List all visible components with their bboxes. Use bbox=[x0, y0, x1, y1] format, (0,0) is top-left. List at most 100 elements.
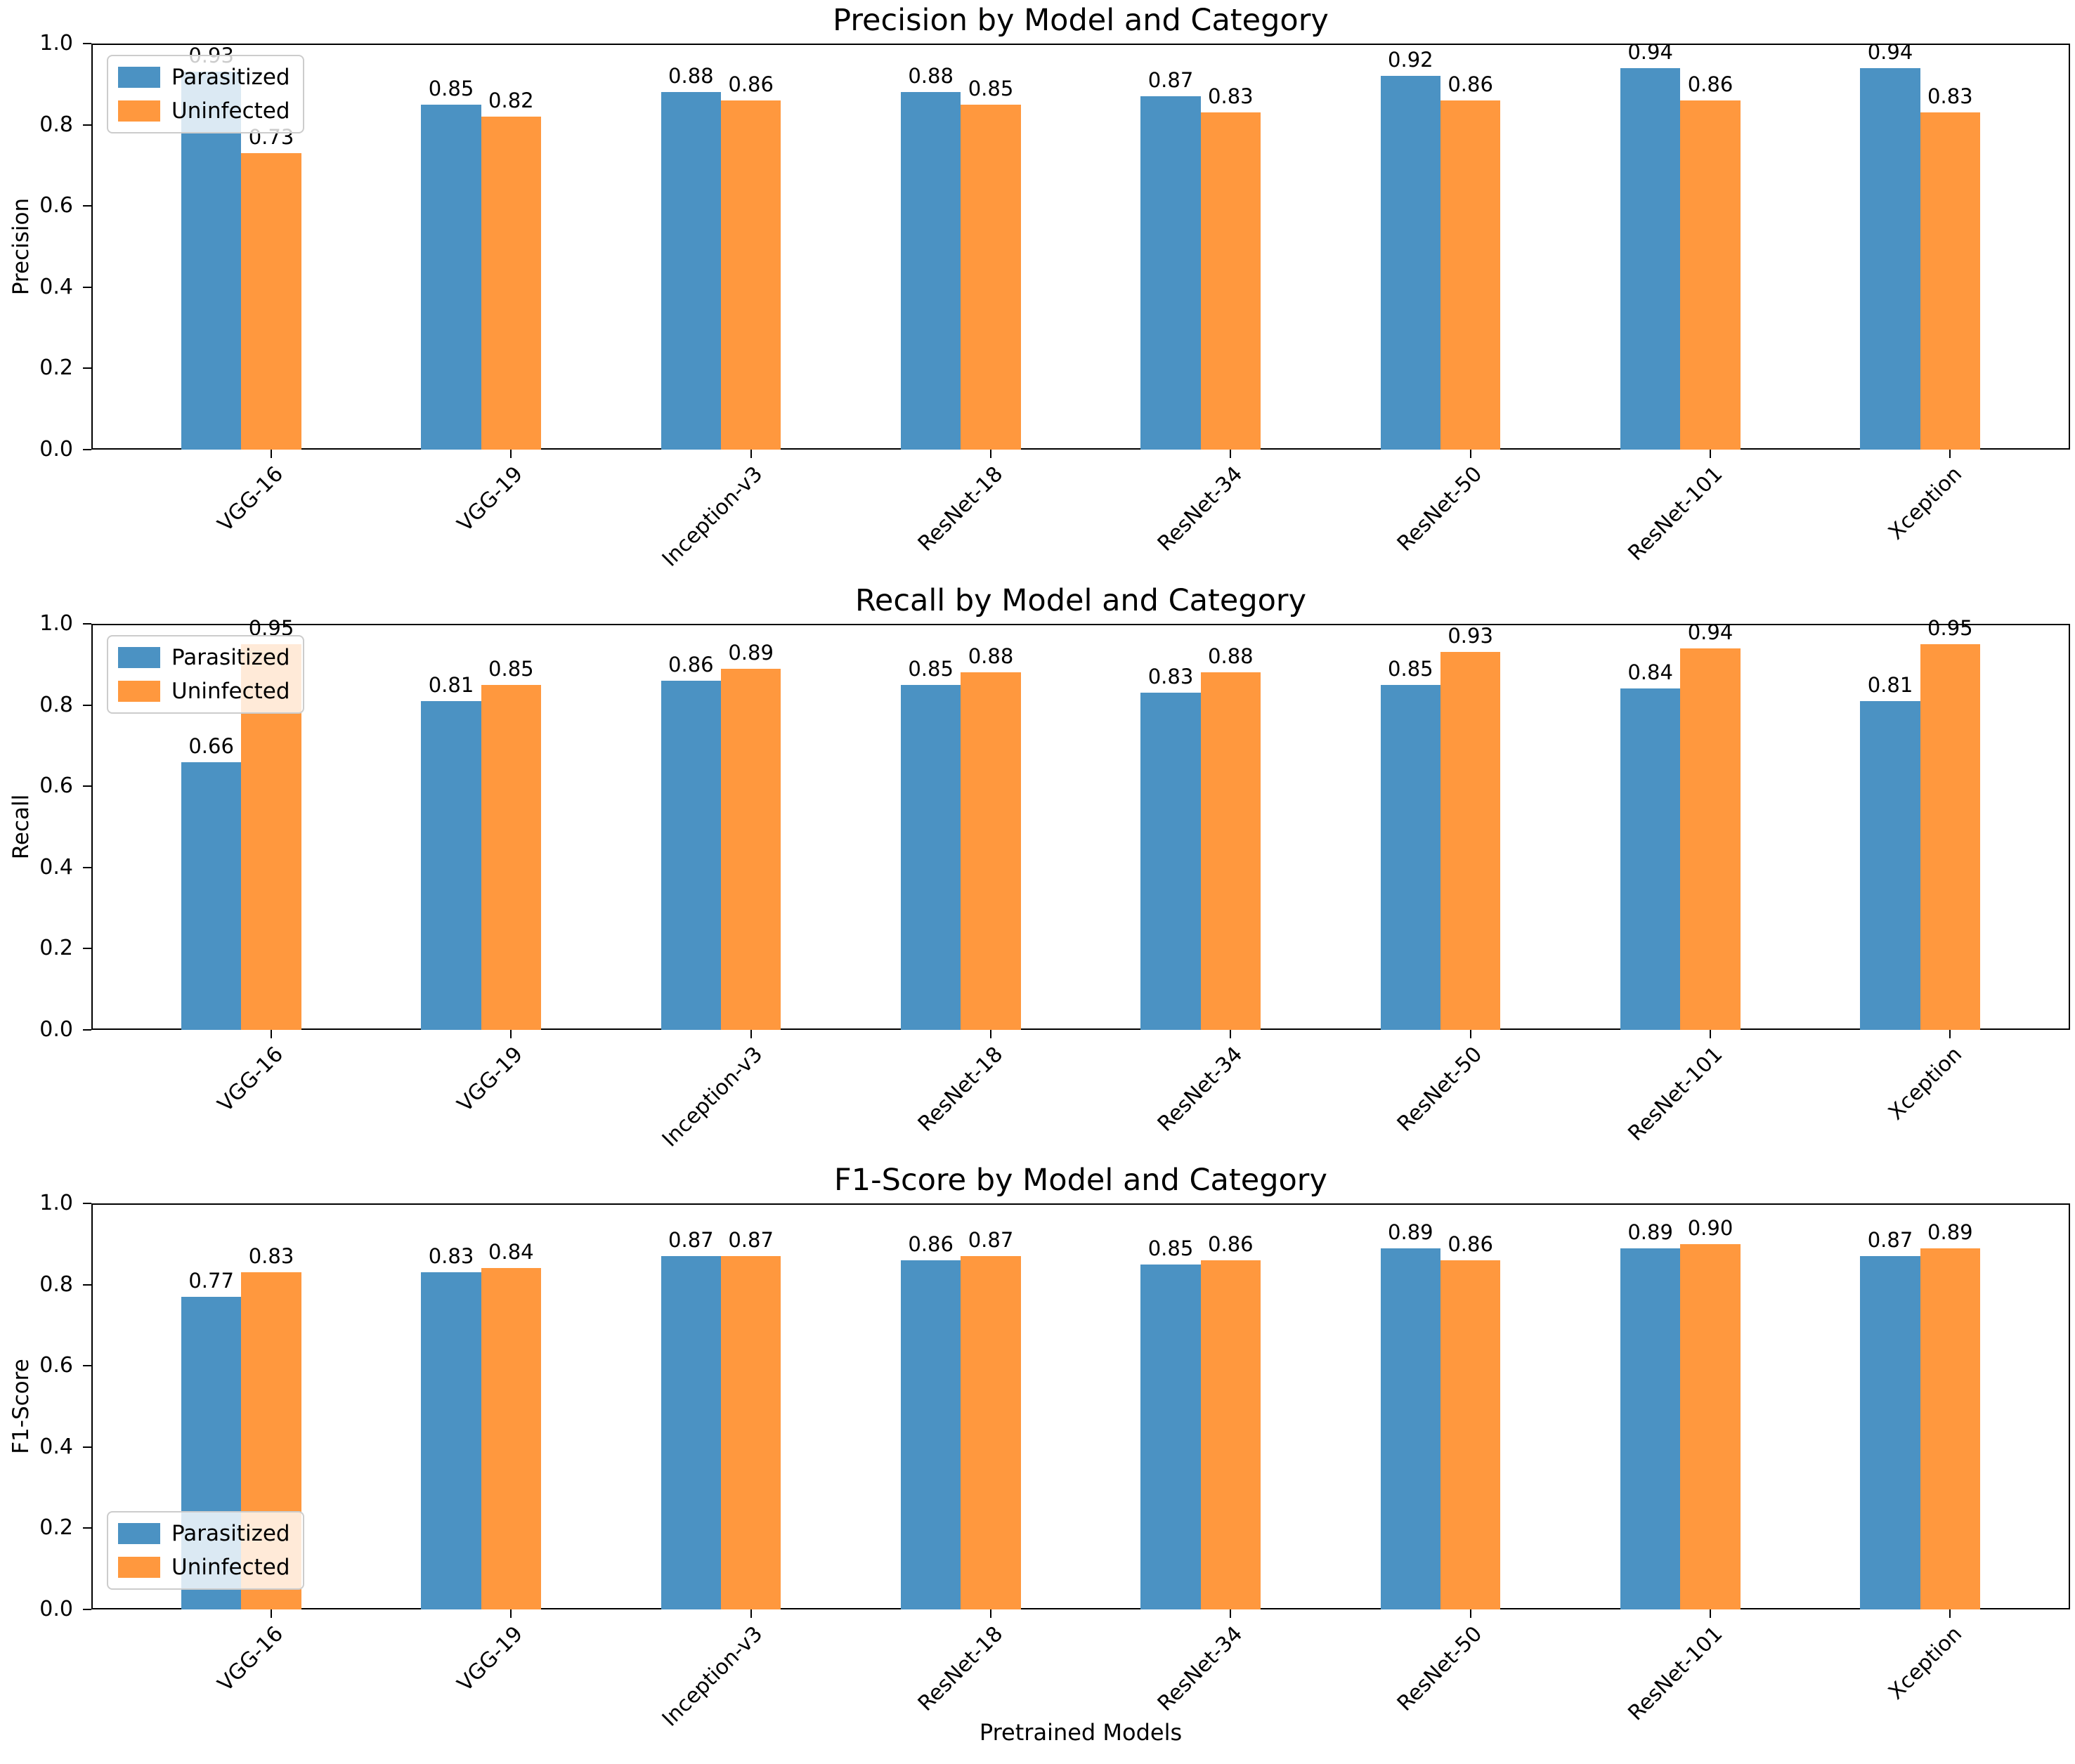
legend-label: Uninfected bbox=[171, 679, 290, 704]
y-tick-label: 0.8 bbox=[39, 692, 73, 717]
bar-parasitized-Inception-v3 bbox=[661, 92, 721, 450]
x-tick-label: Xception bbox=[1884, 1042, 1967, 1125]
legend-item: Parasitized bbox=[118, 1521, 290, 1546]
bar-uninfected-ResNet-50 bbox=[1440, 1260, 1501, 1609]
bar-parasitized-Inception-v3 bbox=[661, 1256, 721, 1609]
bar-uninfected-Inception-v3 bbox=[721, 668, 781, 1030]
x-tick bbox=[1949, 1609, 1951, 1618]
bar-value-label: 0.83 bbox=[248, 1244, 294, 1269]
bar-parasitized-ResNet-101 bbox=[1620, 67, 1681, 450]
x-tick bbox=[271, 450, 272, 458]
x-tick-label: ResNet-50 bbox=[1393, 1042, 1488, 1137]
y-tick-label: 0.2 bbox=[39, 1515, 73, 1541]
bar-parasitized-ResNet-34 bbox=[1140, 96, 1201, 450]
legend: Parasitized Uninfected bbox=[107, 1511, 304, 1590]
bar-parasitized-ResNet-18 bbox=[901, 92, 961, 450]
bar-uninfected-Xception bbox=[1920, 1248, 1980, 1609]
bar-value-label: 0.90 bbox=[1687, 1215, 1733, 1240]
bar-parasitized-ResNet-18 bbox=[901, 1260, 961, 1609]
bar-value-label: 0.88 bbox=[668, 64, 714, 89]
bar-parasitized-VGG-16 bbox=[181, 72, 242, 450]
x-tick bbox=[510, 450, 512, 458]
legend-swatch-parasitized bbox=[118, 647, 160, 668]
bar-value-label: 0.94 bbox=[1687, 620, 1733, 644]
x-tick-label: VGG-19 bbox=[453, 1042, 528, 1118]
x-tick-label: VGG-16 bbox=[213, 1042, 289, 1118]
y-tick bbox=[83, 1527, 91, 1529]
x-tick bbox=[990, 1609, 991, 1618]
y-tick-label: 0.8 bbox=[39, 1272, 73, 1297]
legend-swatch-uninfected bbox=[118, 681, 160, 702]
x-tick-label: Inception-v3 bbox=[658, 462, 768, 572]
x-tick-label: ResNet-34 bbox=[1152, 1042, 1248, 1137]
y-tick bbox=[83, 205, 91, 207]
bar-parasitized-Xception bbox=[1860, 1256, 1920, 1609]
x-tick bbox=[271, 1030, 272, 1038]
x-tick-label: ResNet-50 bbox=[1393, 462, 1488, 556]
bar-parasitized-VGG-19 bbox=[421, 1272, 481, 1609]
legend-swatch-parasitized bbox=[118, 1523, 160, 1544]
x-axis-label: Pretrained Models bbox=[979, 1719, 1183, 1746]
y-tick-label: 1.0 bbox=[39, 611, 73, 636]
bar-uninfected-ResNet-101 bbox=[1680, 648, 1741, 1030]
y-tick-label: 0.0 bbox=[39, 1597, 73, 1621]
legend-swatch-parasitized bbox=[118, 67, 160, 88]
bar-value-label: 0.81 bbox=[1867, 672, 1913, 697]
y-tick-label: 0.4 bbox=[39, 274, 73, 299]
bar-value-label: 0.88 bbox=[908, 64, 954, 89]
y-tick-label: 0.0 bbox=[39, 437, 73, 462]
bar-value-label: 0.85 bbox=[1388, 656, 1433, 681]
x-tick-label: ResNet-34 bbox=[1152, 462, 1248, 556]
bar-parasitized-Xception bbox=[1860, 700, 1920, 1030]
y-tick-label: 0.4 bbox=[39, 1434, 73, 1459]
y-tick-label: 0.6 bbox=[39, 773, 73, 799]
bar-value-label: 0.85 bbox=[968, 76, 1014, 100]
bar-value-label: 0.87 bbox=[668, 1228, 714, 1253]
plot-area bbox=[91, 44, 2070, 450]
bar-value-label: 0.86 bbox=[1448, 72, 1493, 96]
bar-value-label: 0.85 bbox=[908, 656, 954, 681]
legend-label: Parasitized bbox=[171, 65, 290, 90]
bar-value-label: 0.87 bbox=[1867, 1228, 1913, 1253]
bar-uninfected-Xception bbox=[1920, 643, 1980, 1030]
x-tick bbox=[1710, 1030, 1711, 1038]
y-tick bbox=[83, 866, 91, 868]
y-tick bbox=[83, 43, 91, 44]
bar-value-label: 0.94 bbox=[1627, 39, 1673, 64]
bar-parasitized-ResNet-34 bbox=[1140, 1264, 1201, 1609]
bar-value-label: 0.81 bbox=[428, 672, 474, 697]
bar-value-label: 0.89 bbox=[1927, 1220, 1973, 1244]
bar-uninfected-ResNet-18 bbox=[961, 1256, 1021, 1609]
bar-value-label: 0.66 bbox=[188, 733, 234, 758]
bar-value-label: 0.85 bbox=[428, 76, 474, 100]
x-tick bbox=[750, 1030, 752, 1038]
y-tick-label: 0.2 bbox=[39, 936, 73, 961]
legend-item: Parasitized bbox=[118, 645, 290, 670]
bar-parasitized-ResNet-101 bbox=[1620, 1248, 1681, 1609]
bar-value-label: 0.86 bbox=[1448, 1231, 1493, 1256]
legend: Parasitized Uninfected bbox=[107, 55, 304, 133]
bar-parasitized-ResNet-50 bbox=[1380, 1248, 1440, 1609]
bar-uninfected-ResNet-101 bbox=[1680, 100, 1741, 450]
y-tick bbox=[83, 785, 91, 788]
x-tick bbox=[1230, 450, 1232, 458]
bar-value-label: 0.86 bbox=[1208, 1231, 1254, 1256]
bar-uninfected-ResNet-34 bbox=[1200, 1260, 1261, 1609]
bar-value-label: 0.89 bbox=[728, 640, 774, 665]
y-tick bbox=[83, 1609, 91, 1610]
bar-value-label: 0.83 bbox=[1927, 84, 1973, 109]
bar-uninfected-ResNet-50 bbox=[1440, 652, 1501, 1030]
y-tick bbox=[83, 1203, 91, 1204]
y-tick bbox=[83, 449, 91, 450]
x-tick bbox=[990, 1030, 991, 1038]
bar-value-label: 0.83 bbox=[1208, 84, 1254, 109]
legend-item: Parasitized bbox=[118, 65, 290, 90]
bar-parasitized-ResNet-50 bbox=[1380, 684, 1440, 1030]
bar-value-label: 0.85 bbox=[1147, 1236, 1194, 1260]
x-tick bbox=[510, 1030, 512, 1038]
bar-value-label: 0.86 bbox=[1687, 72, 1733, 96]
bar-uninfected-Xception bbox=[1920, 112, 1980, 450]
y-tick-label: 0.0 bbox=[39, 1017, 73, 1042]
y-tick bbox=[83, 1029, 91, 1031]
y-axis-label: Precision bbox=[8, 197, 34, 296]
